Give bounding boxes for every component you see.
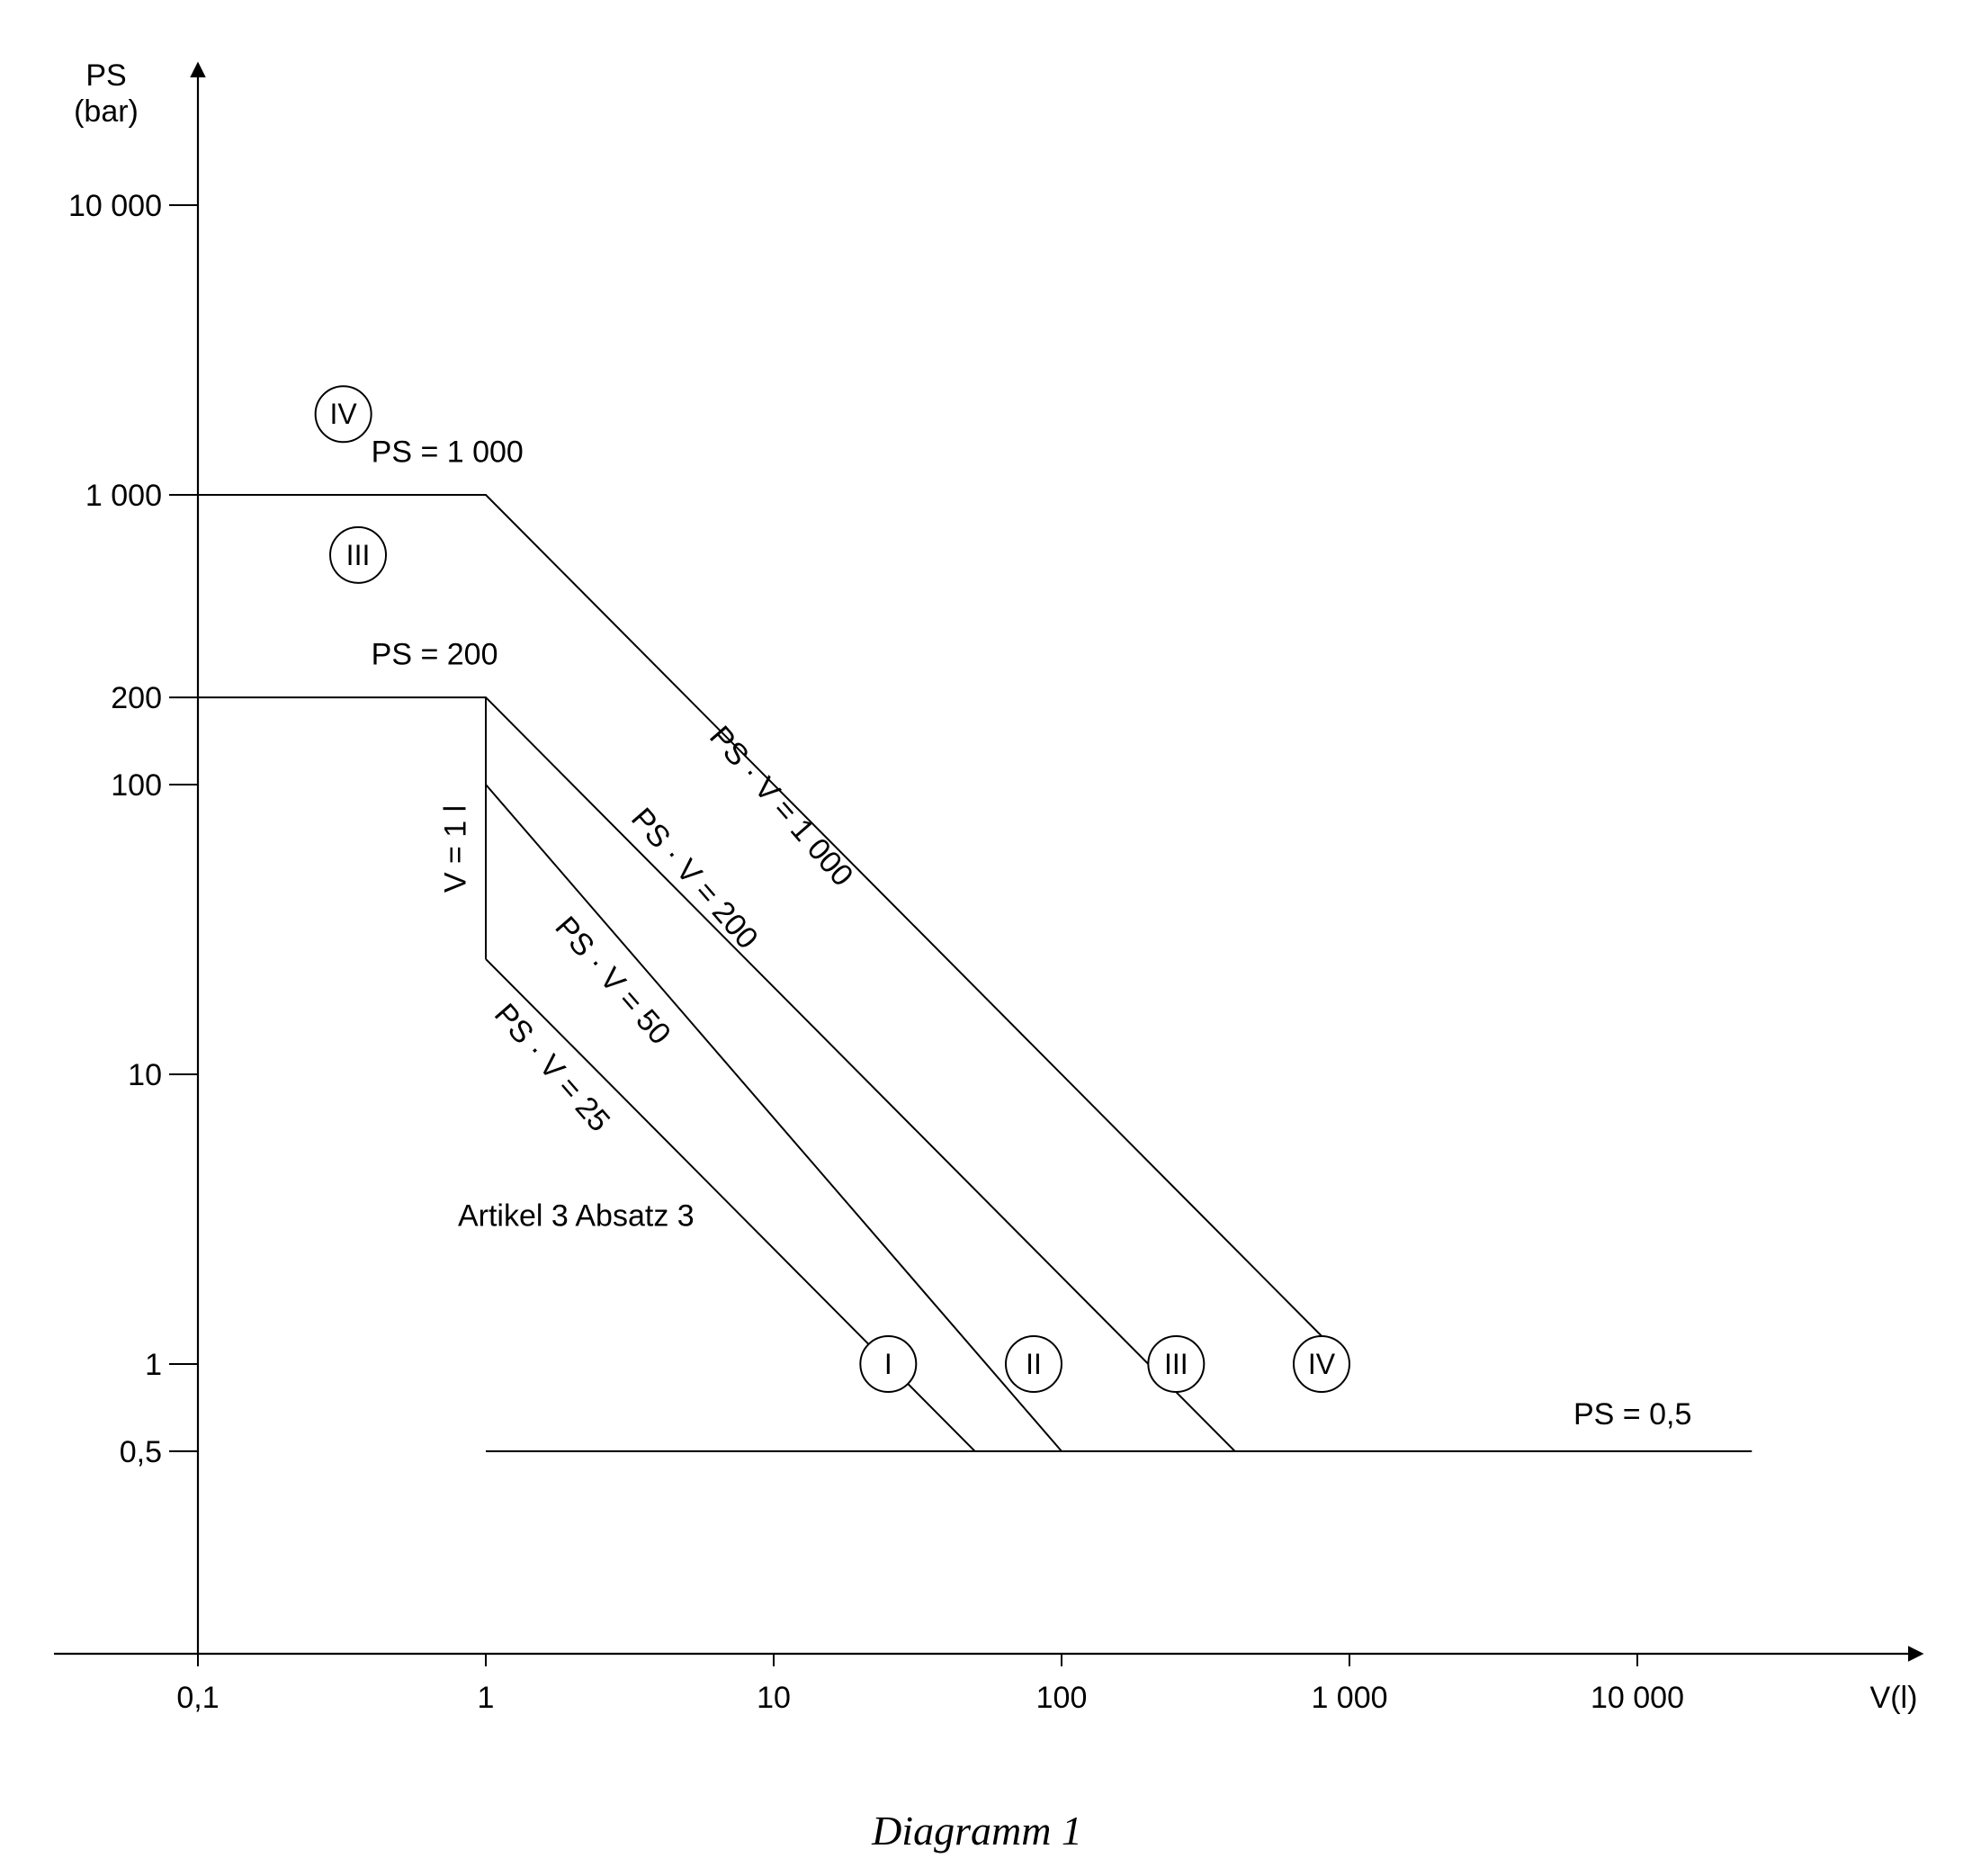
x-tick-label: 0,1	[176, 1681, 219, 1715]
category-label: III	[346, 539, 371, 571]
ticks: 0,1 1 10 100 1 000 10 000 0,5 1 10 100 200 1 000 10 …	[68, 189, 1684, 1715]
y-tick-label: 200	[111, 681, 162, 715]
category-label: III	[1164, 1348, 1188, 1380]
category-marker: IV	[314, 385, 372, 444]
series-line-2	[198, 696, 1236, 1452]
category-label: II	[1026, 1348, 1042, 1380]
category-circle	[1292, 1335, 1350, 1393]
category-label: IV	[330, 398, 358, 430]
category-marker: II	[1004, 1335, 1062, 1393]
x-tick-label: 100	[1036, 1681, 1088, 1715]
category-label: IV	[1308, 1348, 1336, 1380]
x-axis-title: V(l)	[1870, 1681, 1918, 1715]
annotation-label: PS = 0,5	[1573, 1397, 1691, 1432]
y-tick-label: 10 000	[68, 189, 162, 223]
x-tick-label: 1 000	[1311, 1681, 1387, 1715]
annotation-label: PS = 200	[372, 637, 498, 671]
series-line-4	[485, 784, 1062, 1452]
category-label: I	[884, 1348, 892, 1380]
category-marker: I	[859, 1335, 918, 1393]
annotation-label: Artikel 3 Absatz 3	[458, 1198, 695, 1233]
category-circle	[1004, 1335, 1062, 1393]
y-axis-title: PS	[85, 58, 126, 93]
y-tick-label: 1	[145, 1348, 162, 1382]
boundary-lines	[198, 494, 1752, 1452]
y-tick-label: 10	[128, 1058, 162, 1092]
annotation-label: V = 1 l	[438, 805, 472, 893]
axes	[54, 61, 1924, 1662]
x-tick-label: 10	[757, 1681, 791, 1715]
diagram-caption: Diagramm 1	[871, 1808, 1082, 1854]
annotation-label: PS · V = 200	[624, 802, 765, 956]
series-line-1	[198, 494, 1350, 1365]
category-marker: IV	[1292, 1335, 1350, 1393]
category-circle	[1147, 1335, 1206, 1393]
x-tick-label: 10 000	[1591, 1681, 1684, 1715]
annotation-label: PS = 1 000	[372, 435, 524, 469]
category-marker: III	[329, 525, 388, 584]
annotation-label: PS · V = 1 000	[703, 720, 859, 893]
category-circle	[314, 385, 372, 444]
y-tick-label: 100	[111, 768, 162, 803]
y-tick-label: 1 000	[85, 479, 162, 513]
annotation-label: PS · V = 25	[488, 997, 616, 1138]
category-marker: III	[1147, 1335, 1206, 1393]
x-tick-label: 1	[478, 1681, 495, 1715]
category-circle	[859, 1335, 918, 1393]
y-axis-title: (bar)	[74, 94, 139, 129]
category-circle	[329, 525, 388, 584]
annotations: V(l) PS(bar) PS = 1 000 PS = 200 PS = 0,5 Art…	[74, 58, 1917, 1854]
y-tick-label: 0,5	[120, 1435, 162, 1469]
